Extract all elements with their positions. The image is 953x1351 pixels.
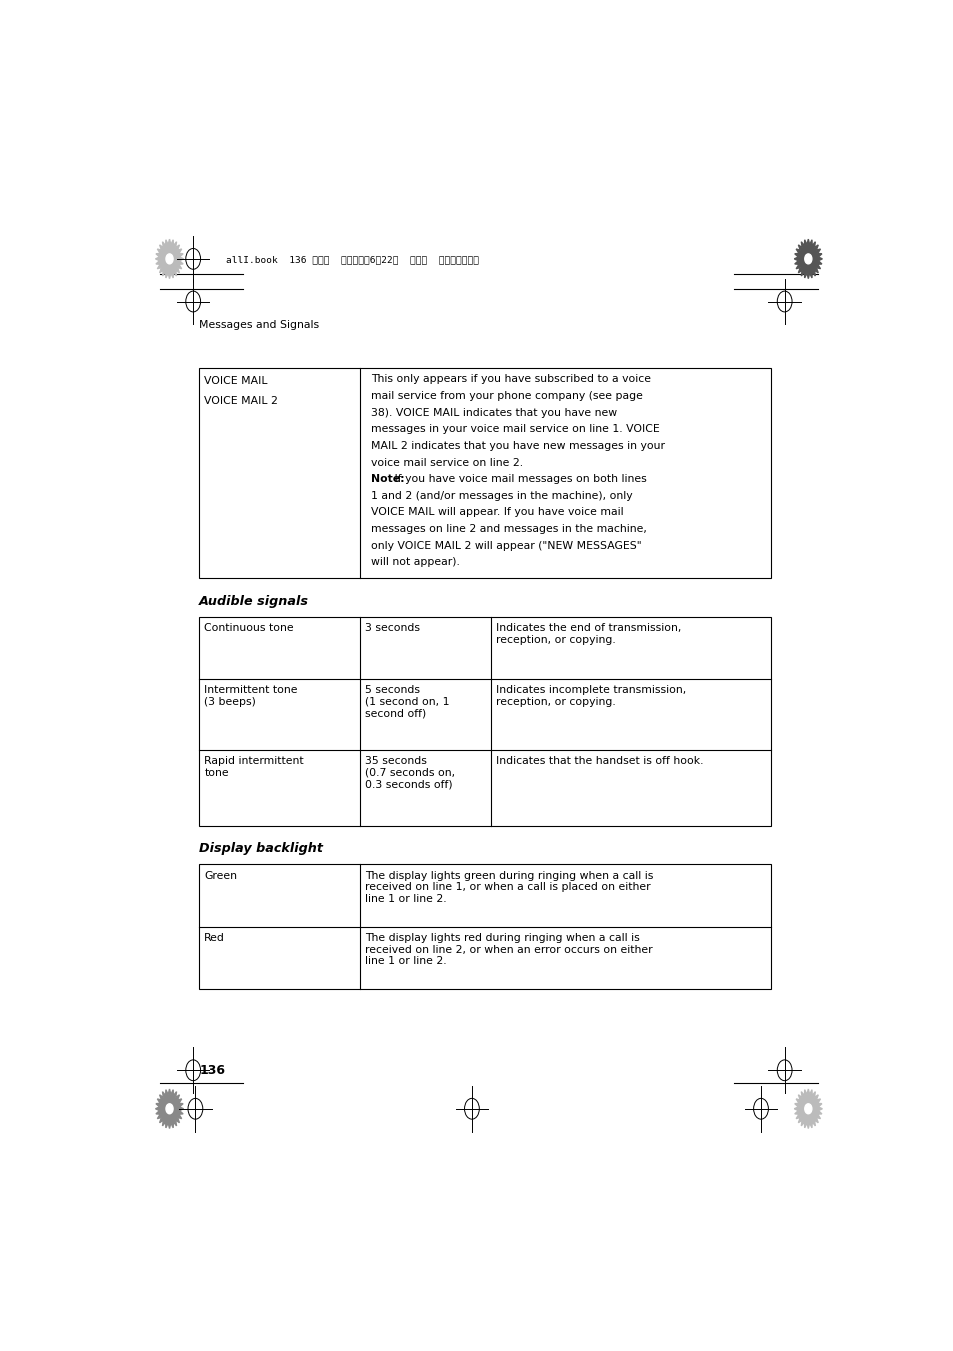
Text: Indicates incomplete transmission,
reception, or copying.: Indicates incomplete transmission, recep… <box>496 685 686 707</box>
Text: will not appear).: will not appear). <box>370 558 459 567</box>
Circle shape <box>166 254 172 263</box>
Text: only VOICE MAIL 2 will appear ("NEW MESSAGES": only VOICE MAIL 2 will appear ("NEW MESS… <box>370 540 640 551</box>
Polygon shape <box>155 239 183 278</box>
Text: Indicates that the handset is off hook.: Indicates that the handset is off hook. <box>496 757 703 766</box>
Polygon shape <box>794 239 821 278</box>
Polygon shape <box>155 1089 183 1128</box>
Text: VOICE MAIL 2: VOICE MAIL 2 <box>204 396 278 407</box>
Text: voice mail service on line 2.: voice mail service on line 2. <box>370 458 522 467</box>
Text: 1 and 2 (and/or messages in the machine), only: 1 and 2 (and/or messages in the machine)… <box>370 490 632 501</box>
Bar <box>199 616 771 825</box>
Polygon shape <box>794 1089 821 1128</box>
Text: 35 seconds
(0.7 seconds on,
0.3 seconds off): 35 seconds (0.7 seconds on, 0.3 seconds … <box>365 757 456 789</box>
Text: The display lights green during ringing when a call is
received on line 1, or wh: The display lights green during ringing … <box>365 870 653 904</box>
Text: MAIL 2 indicates that you have new messages in your: MAIL 2 indicates that you have new messa… <box>370 440 664 451</box>
Text: This only appears if you have subscribed to a voice: This only appears if you have subscribed… <box>370 374 650 384</box>
Bar <box>199 367 771 578</box>
Text: 3 seconds: 3 seconds <box>365 623 420 634</box>
Text: The display lights red during ringing when a call is
received on line 2, or when: The display lights red during ringing wh… <box>365 934 653 966</box>
Text: messages in your voice mail service on line 1. VOICE: messages in your voice mail service on l… <box>370 424 659 434</box>
Circle shape <box>166 1104 172 1113</box>
Text: Green: Green <box>204 870 237 881</box>
Text: Intermittent tone
(3 beeps): Intermittent tone (3 beeps) <box>204 685 297 707</box>
Text: Rapid intermittent
tone: Rapid intermittent tone <box>204 757 304 778</box>
Text: messages on line 2 and messages in the machine,: messages on line 2 and messages in the m… <box>370 524 646 534</box>
Text: VOICE MAIL: VOICE MAIL <box>204 377 268 386</box>
Circle shape <box>804 254 811 263</box>
Text: Red: Red <box>204 934 225 943</box>
Text: 38). VOICE MAIL indicates that you have new: 38). VOICE MAIL indicates that you have … <box>370 408 616 417</box>
Text: Note:: Note: <box>370 474 404 484</box>
Text: allI.book  136 ページ  ２００４年6月22日  火曜日  午後１２時１分: allI.book 136 ページ ２００４年6月22日 火曜日 午後１２時１分 <box>226 255 479 265</box>
Text: Audible signals: Audible signals <box>199 594 309 608</box>
Text: mail service from your phone company (see page: mail service from your phone company (se… <box>370 390 641 401</box>
Text: Messages and Signals: Messages and Signals <box>199 320 319 330</box>
Circle shape <box>804 1104 811 1113</box>
Text: Display backlight: Display backlight <box>199 843 323 855</box>
Text: VOICE MAIL will appear. If you have voice mail: VOICE MAIL will appear. If you have voic… <box>370 508 622 517</box>
Text: Indicates the end of transmission,
reception, or copying.: Indicates the end of transmission, recep… <box>496 623 681 644</box>
Text: 5 seconds
(1 second on, 1
second off): 5 seconds (1 second on, 1 second off) <box>365 685 450 719</box>
Text: 136: 136 <box>199 1065 225 1077</box>
Text: If you have voice mail messages on both lines: If you have voice mail messages on both … <box>391 474 646 484</box>
Bar <box>199 865 771 989</box>
Text: Continuous tone: Continuous tone <box>204 623 294 634</box>
